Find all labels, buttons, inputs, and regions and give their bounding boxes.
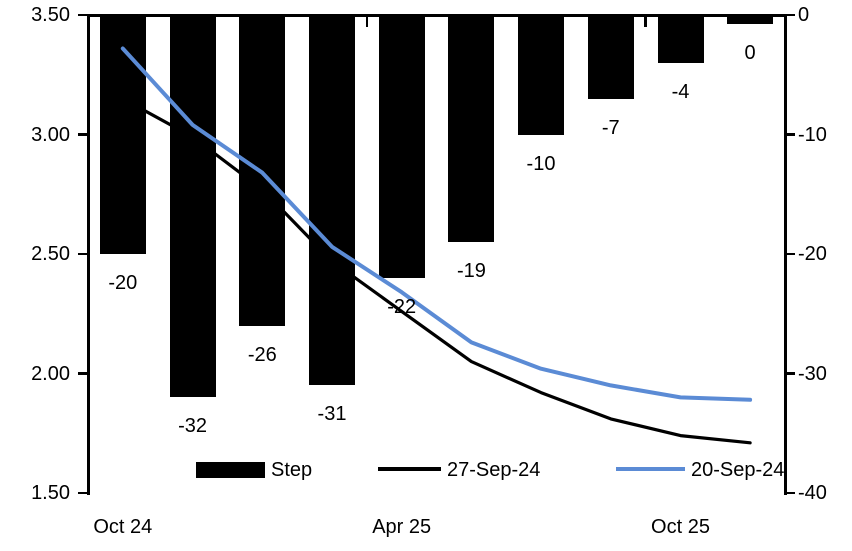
left-axis-tick-label: 2.00: [31, 362, 70, 385]
legend-step-swatch: [196, 462, 265, 478]
left-axis-tick-label: 1.50: [31, 482, 70, 504]
x-axis-tick-label: Oct 25: [651, 516, 710, 538]
x-axis-boundary-tick: [365, 15, 369, 27]
top-axis-line: [86, 13, 787, 17]
bar-data-label: -19: [456, 260, 486, 283]
line-20-Sep-24: [120, 46, 753, 402]
bar-data-label: -4: [671, 80, 690, 103]
left-axis-line: [86, 13, 90, 495]
legend-27sep-label: 27-Sep-24: [447, 459, 541, 481]
bar-data-label: 0: [744, 42, 756, 64]
step-bar: [448, 15, 495, 243]
left-axis-tick: [78, 491, 88, 495]
step-bar: [378, 15, 425, 278]
step-bar: [518, 15, 564, 135]
left-axis-tick-label: 3.00: [31, 123, 70, 146]
right-axis-tick: [786, 491, 795, 495]
x-axis-tick-label: Oct 24: [93, 516, 153, 538]
bar-data-label: -31: [317, 403, 347, 426]
legend-20sep-label: 20-Sep-24: [691, 459, 785, 481]
step-bar: [657, 15, 704, 63]
step-bar: [99, 15, 146, 254]
right-axis-tick-label: 0: [798, 4, 810, 26]
right-axis-tick: [786, 372, 795, 375]
bar-data-label: -20: [108, 272, 138, 294]
bar-data-label: -7: [601, 116, 620, 139]
left-axis-tick: [78, 133, 88, 136]
step-bar: [727, 15, 774, 24]
right-axis-line: [783, 13, 787, 495]
step-bar: [587, 15, 634, 99]
step-bar: [309, 15, 355, 386]
bar-data-label: -26: [247, 343, 277, 366]
right-axis-tick-label: -20: [798, 243, 827, 265]
left-axis-tick: [78, 252, 88, 256]
legend-27sep-swatch: [378, 467, 441, 471]
left-axis-tick: [78, 372, 88, 375]
right-axis-tick: [786, 252, 795, 256]
x-axis-boundary-tick: [644, 15, 647, 27]
right-axis-tick: [786, 13, 795, 17]
line-27-Sep-24: [121, 97, 752, 445]
left-axis-tick-label: 3.50: [31, 4, 70, 26]
step-bar: [169, 15, 216, 398]
right-axis-tick-label: -10: [798, 123, 827, 146]
right-axis-tick-label: -30: [798, 362, 827, 385]
bar-data-label: -22: [387, 295, 417, 318]
right-axis-tick-label: -40: [798, 482, 827, 504]
bar-data-label: -32: [178, 415, 208, 438]
left-axis-tick: [78, 13, 88, 17]
x-axis-tick-label: Apr 25: [372, 516, 432, 538]
bar-data-label: -10: [526, 152, 556, 175]
legend-20sep-swatch: [616, 466, 685, 471]
legend-step-label: Step: [271, 459, 313, 481]
left-axis-tick-label: 2.50: [31, 243, 70, 265]
right-axis-tick: [786, 133, 795, 136]
